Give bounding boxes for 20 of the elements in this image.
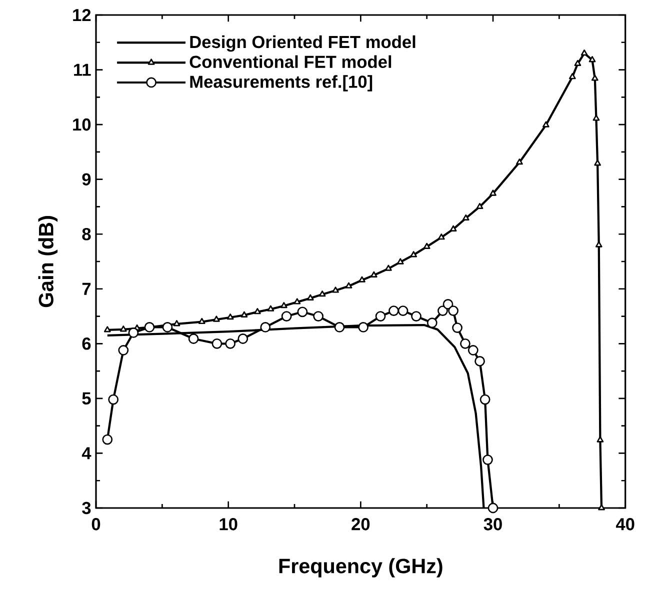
- legend-label: Measurements ref.[10]: [190, 75, 372, 92]
- y-tick-label: 6: [82, 338, 91, 350]
- y-tick-label: 11: [74, 64, 91, 76]
- x-tick-label: 0: [92, 518, 100, 530]
- legend-label: Conventional FET model: [190, 55, 392, 68]
- y-axis-title: Gain (dB): [38, 216, 58, 308]
- y-tick-label: 7: [82, 282, 91, 295]
- x-tick-label: 20: [352, 518, 370, 530]
- y-tick-label: 4: [82, 447, 92, 460]
- y-tick-label: 12: [73, 8, 91, 22]
- legend-label: Design Oriented FET model: [190, 35, 416, 52]
- x-axis-title: Frequency (GHz): [279, 558, 442, 578]
- y-tick-label: 8: [82, 228, 91, 240]
- x-tick-label: 40: [616, 518, 634, 530]
- x-tick-label: 10: [220, 518, 238, 530]
- y-tick-label: 5: [82, 392, 91, 404]
- x-tick-label: 30: [484, 518, 502, 530]
- y-tick-label: 10: [73, 118, 91, 131]
- y-tick-label: 9: [82, 173, 91, 186]
- y-tick-label: 3: [82, 502, 91, 514]
